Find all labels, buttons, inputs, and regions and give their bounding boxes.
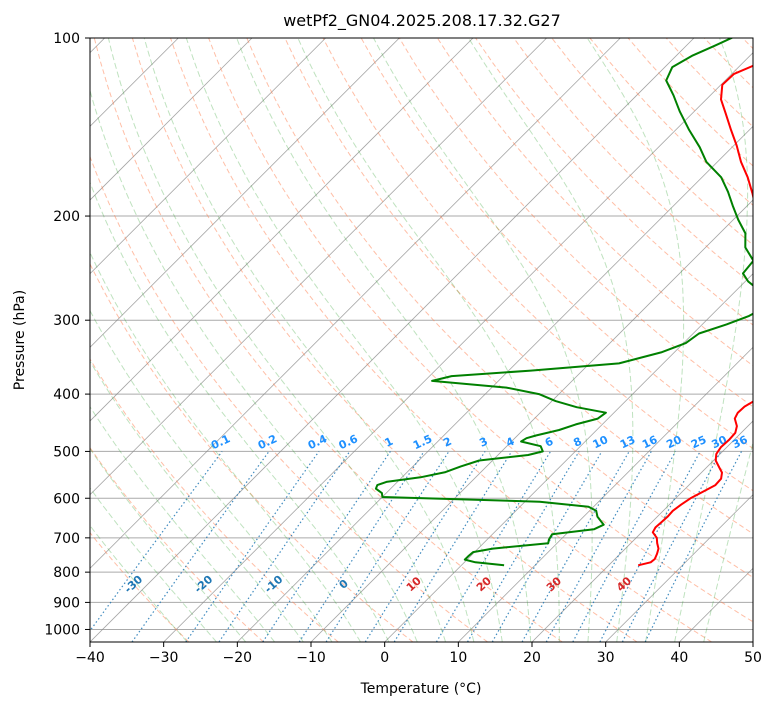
mixing-ratio-line	[393, 451, 513, 642]
moist-adiabat-line	[373, 38, 593, 642]
mixing-ratio-line	[131, 451, 270, 642]
mixing-ratio-line	[545, 451, 652, 642]
moist-adiabat-line	[90, 447, 247, 642]
dry-adiabat-line	[90, 262, 414, 642]
dry-adiabat-line	[322, 38, 753, 492]
moist-adiabat-line	[90, 360, 304, 642]
dewpoint-profile-line	[374, 38, 753, 567]
isobar-grid	[90, 38, 753, 630]
isotherm-line	[90, 38, 547, 496]
moist-adiabat-line	[107, 38, 446, 642]
x-tick-label: 30	[597, 650, 615, 666]
y-tick-label: 1000	[44, 622, 80, 638]
dry-adiabat-line	[208, 38, 753, 623]
dry-adiabat-line	[90, 358, 339, 642]
y-tick-label: 800	[53, 565, 80, 581]
chart-title: wetPf2_GN04.2025.208.17.32.G27	[283, 11, 561, 31]
isotherm-line	[605, 494, 753, 642]
isotherm-line	[90, 38, 695, 642]
moist-adiabat-line	[90, 251, 362, 642]
x-tick-label: −10	[296, 650, 326, 666]
mixing-ratio-line	[90, 451, 223, 632]
x-axis: −40 −30 −20 −10 0 10 20 30 40 50	[75, 642, 762, 666]
x-tick-label: −30	[149, 650, 179, 666]
moist-adiabat-line	[143, 38, 475, 642]
mixing-ratio-label: 16	[640, 433, 660, 451]
dry-adiabat-line	[93, 38, 563, 642]
y-axis: 1000 900 800 700 600 500 400 300 200 100	[44, 31, 90, 638]
moist-adiabat-line	[185, 38, 503, 642]
moist-adiabat-line	[586, 38, 685, 642]
profile-lines	[374, 38, 753, 567]
x-axis-label: Temperature (°C)	[360, 681, 482, 697]
isotherm-line	[384, 273, 753, 642]
moist-adiabat-line	[90, 487, 217, 642]
isotherm-line	[531, 420, 753, 642]
isotherm-line	[90, 38, 326, 275]
moist-adiabat-line	[674, 38, 749, 642]
dry-adiabat-line	[90, 155, 488, 642]
y-tick-label: 600	[53, 491, 80, 507]
dry-adiabat-line	[90, 446, 264, 642]
y-axis-label: Pressure (hPa)	[12, 290, 28, 390]
y-tick-label: 700	[53, 531, 80, 547]
x-tick-label: −40	[75, 650, 105, 666]
plot-area: 0.10.20.40.611.52346810131620253036-100-…	[90, 38, 753, 642]
moist-adiabat-line	[90, 524, 188, 642]
isotherm-line	[90, 38, 474, 422]
isotherm-grid	[90, 38, 753, 642]
x-tick-label: 50	[744, 650, 762, 666]
dry-adiabat-line	[170, 38, 712, 642]
mixing-ratio-label: 30	[710, 433, 730, 451]
isotherm-line	[90, 38, 621, 569]
moist-adiabat-line	[297, 38, 560, 642]
x-tick-label: 10	[449, 650, 467, 666]
isotherm-line	[237, 125, 753, 642]
mixing-ratio-line	[262, 451, 391, 642]
isotherm-line	[163, 52, 753, 642]
x-tick-label: 40	[670, 650, 688, 666]
x-tick-label: 0	[380, 650, 389, 666]
y-tick-label: 900	[53, 595, 80, 611]
mixing-ratio-label: 36	[730, 433, 750, 451]
dry-adiabat-line	[246, 38, 753, 578]
isotherm-line	[90, 38, 400, 348]
mixing-ratio-label: 20	[664, 433, 684, 451]
y-tick-label: 300	[53, 313, 80, 329]
mixing-ratio-line	[521, 451, 630, 642]
mixing-ratio-label: 10	[591, 433, 611, 451]
moist-adiabat-line	[90, 405, 275, 642]
plot-frame	[89, 37, 754, 643]
y-tick-label: 500	[53, 444, 80, 460]
isotherm-line	[458, 346, 753, 642]
y-tick-label: 100	[53, 31, 80, 47]
temperature-profile-line	[637, 64, 753, 567]
dry-adiabat-line	[131, 38, 638, 642]
moist-adiabat-line	[90, 181, 390, 642]
mixing-ratio-line	[298, 451, 425, 642]
dry-adiabats	[90, 38, 753, 642]
moist-adiabat-line	[90, 88, 418, 642]
x-tick-label: −20	[223, 650, 253, 666]
mixing-ratio-line	[644, 451, 743, 642]
mixing-ratio-label: 25	[689, 433, 708, 451]
moist-adiabat-line	[236, 38, 532, 642]
mixing-ratio-line	[218, 451, 351, 642]
mixing-ratio-line	[185, 451, 320, 642]
y-tick-label: 200	[53, 209, 80, 225]
mixing-ratio-line	[325, 451, 450, 642]
isotherm-line	[90, 38, 253, 201]
y-tick-label: 400	[53, 387, 80, 403]
dry-adiabat-line	[284, 38, 753, 535]
x-tick-label: 20	[523, 650, 541, 666]
dry-adiabat-line	[360, 38, 753, 450]
mixing-ratio-line	[572, 451, 677, 642]
mixing-ratio-label: 13	[618, 433, 637, 451]
dry-adiabat-line	[90, 531, 190, 642]
dry-adiabat-line	[436, 38, 753, 367]
